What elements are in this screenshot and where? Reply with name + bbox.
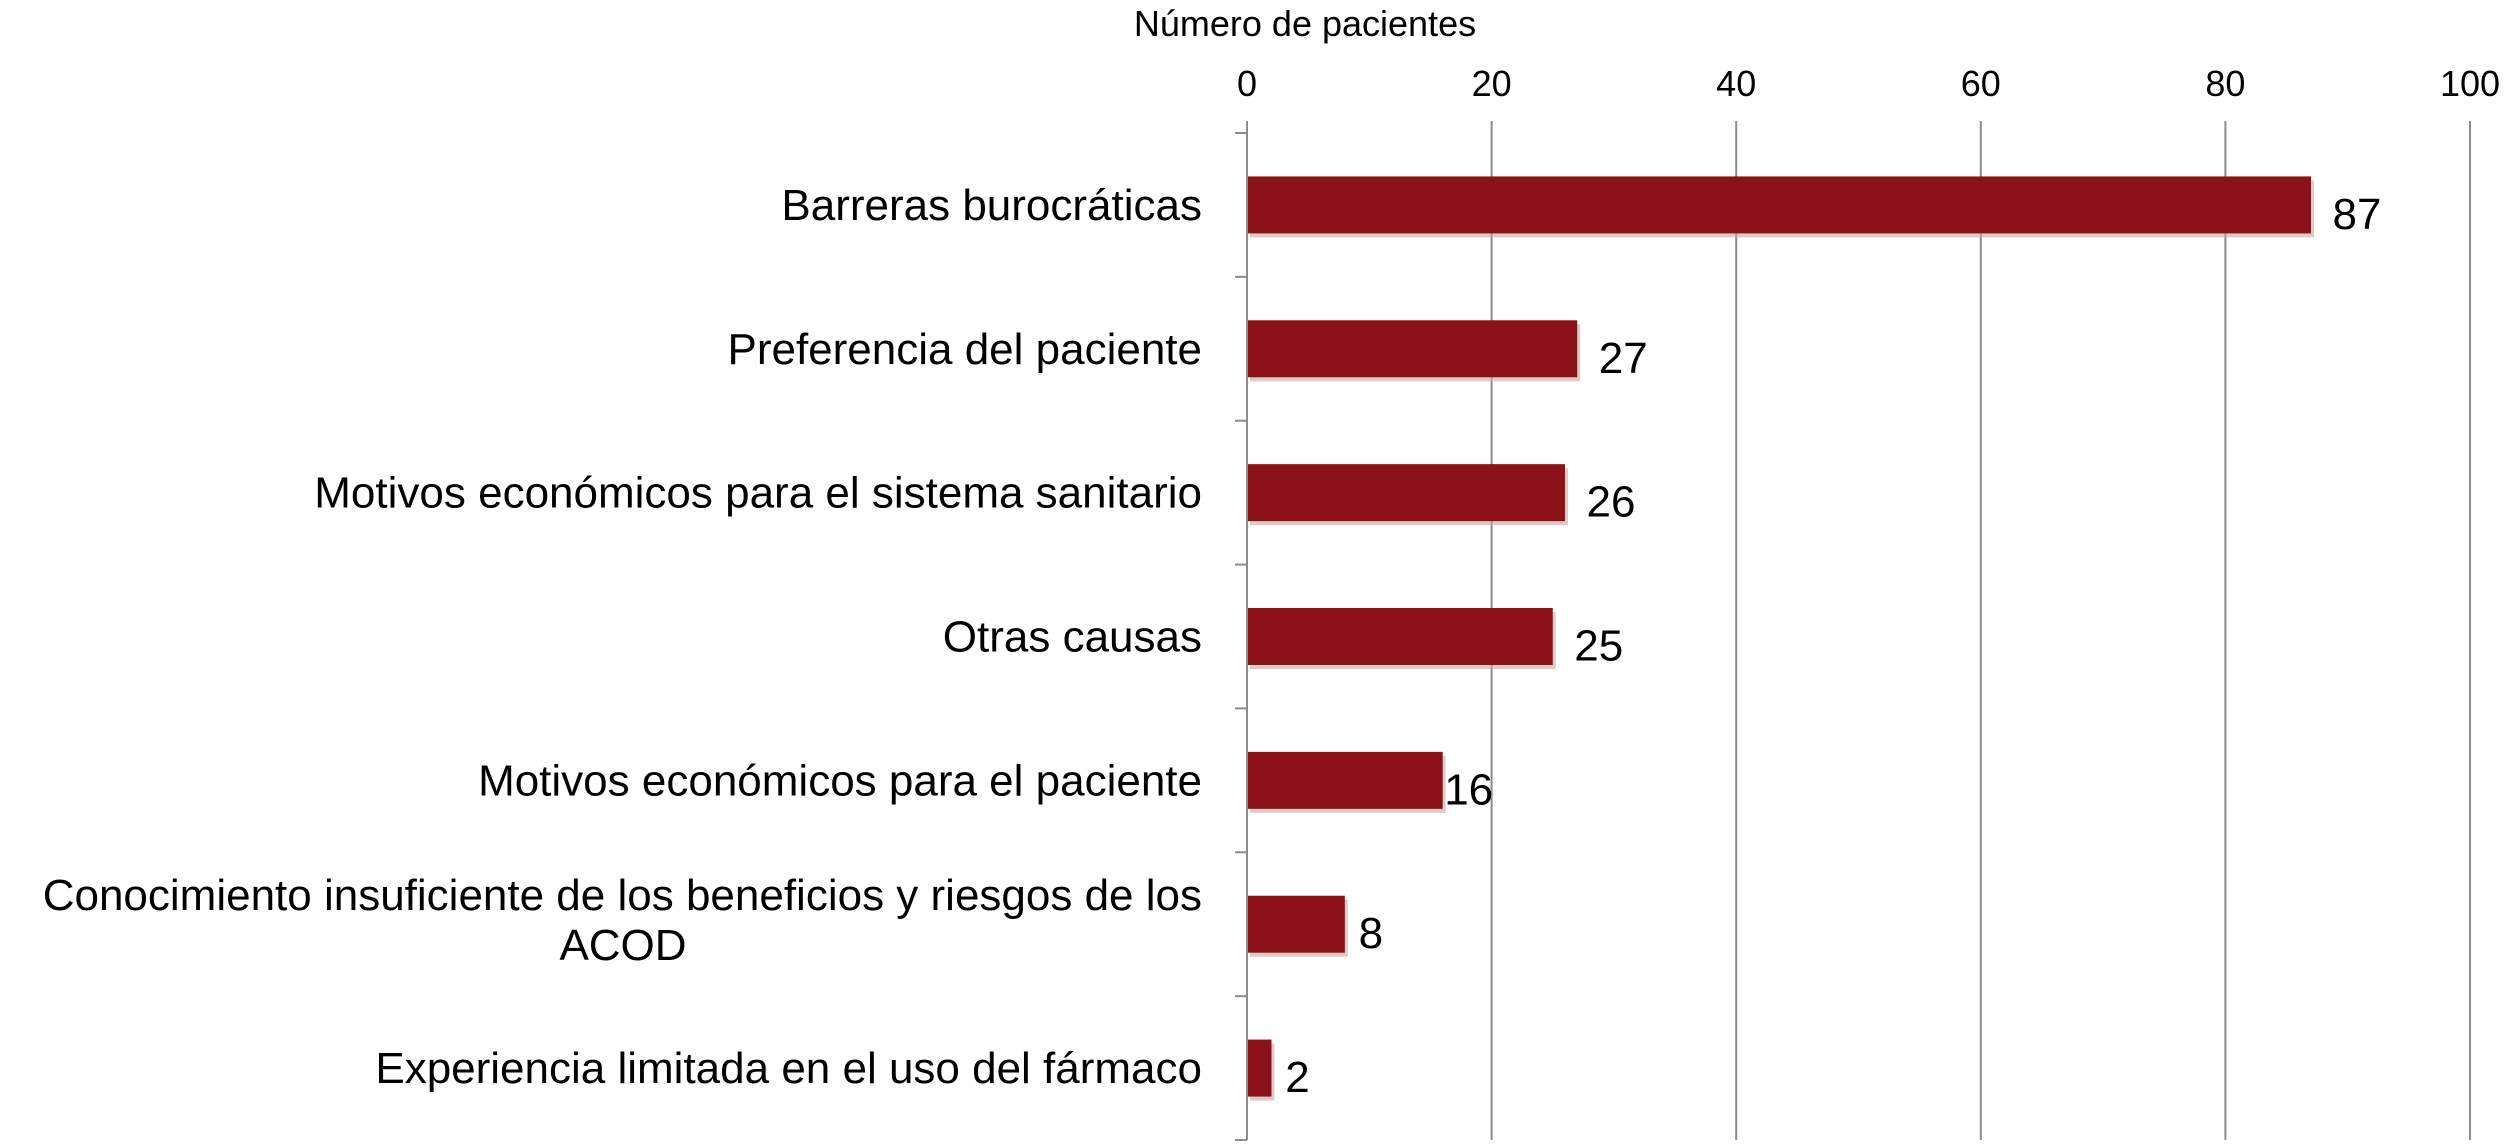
x-tick-label: 60 (1961, 63, 2001, 104)
bar (1247, 464, 1565, 522)
data-labels: 87 27 26 25 16 8 2 (1285, 190, 2381, 1102)
data-label: 8 (1359, 909, 1383, 958)
category-label: Barreras burocráticas (781, 181, 1202, 230)
data-label: 27 (1599, 334, 1648, 383)
category-labels: Barreras burocráticas Preferencia del pac… (43, 181, 1202, 1093)
data-label: 2 (1285, 1053, 1309, 1102)
x-tick-label: 20 (1472, 63, 1512, 104)
category-label: Experiencia limitada en el uso del fárma… (375, 1044, 1202, 1093)
data-label: 26 (1587, 478, 1636, 527)
bar (1247, 608, 1553, 665)
data-label: 87 (2333, 190, 2382, 239)
x-tick-label: 100 (2440, 63, 2500, 104)
bars (1247, 176, 2315, 1101)
category-label: Motivos económicos para el paciente (478, 756, 1202, 805)
category-label: Preferencia del paciente (727, 325, 1202, 374)
data-label: 25 (1574, 622, 1623, 671)
gridlines (1235, 121, 2471, 1141)
bar (1247, 320, 1578, 378)
category-label: ACOD (559, 921, 686, 970)
x-axis-ticks: 0 20 40 60 80 100 (1237, 63, 2500, 104)
bar (1247, 751, 1443, 809)
category-label: Conocimiento insuficiente de los benefic… (43, 871, 1202, 920)
x-tick-label: 80 (2205, 63, 2245, 104)
category-label: Motivos económicos para el sistema sanit… (314, 469, 1202, 518)
x-tick-label: 0 (1237, 63, 1257, 104)
x-tick-label: 40 (1716, 63, 1756, 104)
bar (1247, 1039, 1272, 1097)
x-axis-title: Número de pacientes (1134, 3, 1476, 44)
category-label: Otras causas (943, 613, 1202, 662)
bar (1247, 895, 1345, 953)
data-label: 16 (1444, 765, 1493, 814)
bar (1247, 176, 2312, 234)
